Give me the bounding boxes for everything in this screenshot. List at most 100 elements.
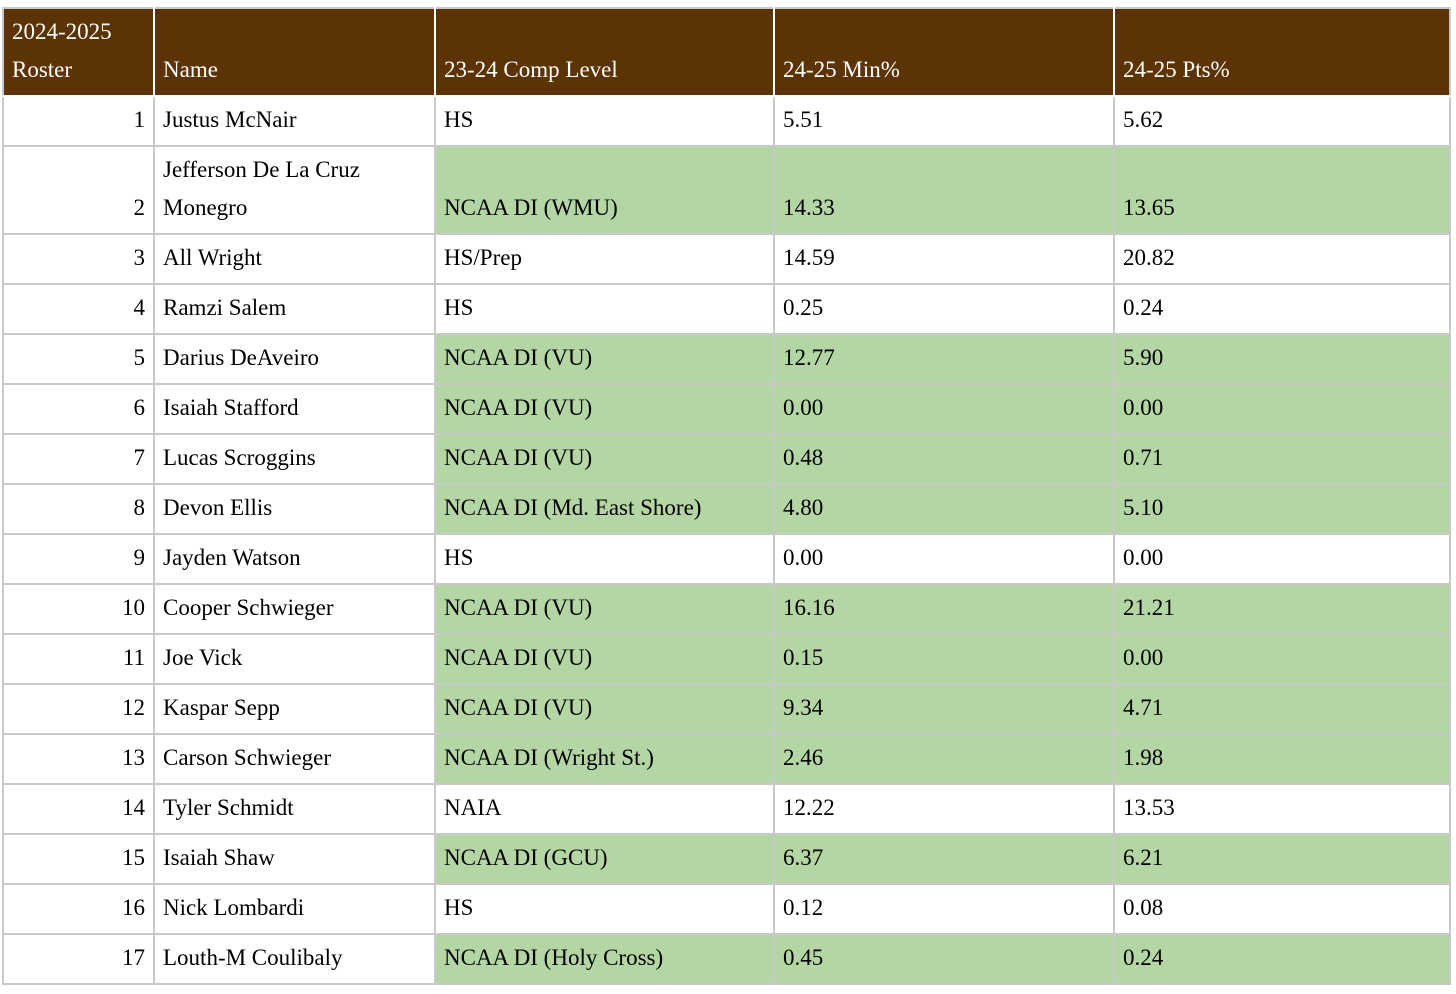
table-row: 10 Cooper Schwieger NCAA DI (VU) 16.16 21.21	[2, 583, 1451, 635]
cell-min-pct: 0.25	[773, 283, 1115, 335]
cell-pts-pct: 0.24	[1113, 933, 1451, 985]
cell-comp-level: HS	[434, 533, 775, 585]
cell-pts-pct: 4.71	[1113, 683, 1451, 735]
cell-name: All Wright	[153, 233, 436, 285]
cell-roster: 13	[2, 733, 155, 785]
cell-pts-pct: 0.71	[1113, 433, 1451, 485]
cell-roster: 8	[2, 483, 155, 535]
cell-name: Ramzi Salem	[153, 283, 436, 335]
cell-comp-level: NCAA DI (VU)	[434, 433, 775, 485]
cell-roster: 4	[2, 283, 155, 335]
cell-name: Jayden Watson	[153, 533, 436, 585]
cell-pts-pct: 0.00	[1113, 533, 1451, 585]
cell-min-pct: 0.00	[773, 533, 1115, 585]
cell-pts-pct: 1.98	[1113, 733, 1451, 785]
cell-name: Lucas Scroggins	[153, 433, 436, 485]
cell-min-pct: 0.12	[773, 883, 1115, 935]
cell-name: Nick Lombardi	[153, 883, 436, 935]
cell-min-pct: 6.37	[773, 833, 1115, 885]
cell-name: Isaiah Stafford	[153, 383, 436, 435]
cell-pts-pct: 13.65	[1113, 145, 1451, 235]
header-pts-pct: 24-25 Pts%	[1113, 7, 1451, 97]
cell-pts-pct: 5.90	[1113, 333, 1451, 385]
cell-roster: 1	[2, 95, 155, 147]
cell-comp-level: NCAA DI (VU)	[434, 583, 775, 635]
cell-roster: 16	[2, 883, 155, 935]
cell-name: Kaspar Sepp	[153, 683, 436, 735]
cell-name: Jefferson De La Cruz Monegro	[153, 145, 436, 235]
cell-comp-level: NCAA DI (VU)	[434, 633, 775, 685]
cell-name: Carson Schwieger	[153, 733, 436, 785]
cell-pts-pct: 5.10	[1113, 483, 1451, 535]
cell-comp-level: HS	[434, 283, 775, 335]
cell-comp-level: HS/Prep	[434, 233, 775, 285]
cell-roster: 12	[2, 683, 155, 735]
table-row: 13 Carson Schwieger NCAA DI (Wright St.) 2.…	[2, 733, 1451, 785]
table-row: 17 Louth-M Coulibaly NCAA DI (Holy Cross) 0…	[2, 933, 1451, 985]
cell-min-pct: 12.77	[773, 333, 1115, 385]
header-roster: 2024-2025 Roster	[2, 7, 155, 97]
cell-roster: 5	[2, 333, 155, 385]
table-row: 14 Tyler Schmidt NAIA 12.22 13.53	[2, 783, 1451, 835]
table-row: 16 Nick Lombardi HS 0.12 0.08	[2, 883, 1451, 935]
roster-table-body: 1 Justus McNair HS 5.51 5.62 2 Jefferson De La…	[2, 95, 1451, 985]
cell-roster: 14	[2, 783, 155, 835]
cell-comp-level: NCAA DI (Md. East Shore)	[434, 483, 775, 535]
table-row: 15 Isaiah Shaw NCAA DI (GCU) 6.37 6.21	[2, 833, 1451, 885]
cell-comp-level: NCAA DI (VU)	[434, 683, 775, 735]
table-row: 6 Isaiah Stafford NCAA DI (VU) 0.00 0.00	[2, 383, 1451, 435]
header-name: Name	[153, 7, 436, 97]
cell-comp-level: HS	[434, 95, 775, 147]
cell-pts-pct: 0.08	[1113, 883, 1451, 935]
cell-comp-level: NCAA DI (Holy Cross)	[434, 933, 775, 985]
cell-min-pct: 0.48	[773, 433, 1115, 485]
cell-roster: 11	[2, 633, 155, 685]
cell-min-pct: 0.00	[773, 383, 1115, 435]
cell-roster: 7	[2, 433, 155, 485]
table-row: 1 Justus McNair HS 5.51 5.62	[2, 95, 1451, 147]
cell-name: Louth-M Coulibaly	[153, 933, 436, 985]
table-row: 2 Jefferson De La Cruz Monegro NCAA DI (WM…	[2, 145, 1451, 235]
table-row: 8 Devon Ellis NCAA DI (Md. East Shore) 4.80…	[2, 483, 1451, 535]
cell-pts-pct: 5.62	[1113, 95, 1451, 147]
cell-min-pct: 9.34	[773, 683, 1115, 735]
cell-pts-pct: 20.82	[1113, 233, 1451, 285]
cell-comp-level: NCAA DI (GCU)	[434, 833, 775, 885]
cell-min-pct: 0.15	[773, 633, 1115, 685]
cell-name: Justus McNair	[153, 95, 436, 147]
header-min-pct: 24-25 Min%	[773, 7, 1115, 97]
cell-pts-pct: 0.00	[1113, 633, 1451, 685]
cell-min-pct: 14.33	[773, 145, 1115, 235]
cell-min-pct: 12.22	[773, 783, 1115, 835]
header-comp-level: 23-24 Comp Level	[434, 7, 775, 97]
cell-roster: 9	[2, 533, 155, 585]
cell-pts-pct: 13.53	[1113, 783, 1451, 835]
cell-name: Darius DeAveiro	[153, 333, 436, 385]
cell-pts-pct: 0.00	[1113, 383, 1451, 435]
cell-comp-level: NAIA	[434, 783, 775, 835]
header-row: 2024-2025 Roster Name 23-24 Comp Level 2…	[2, 7, 1451, 97]
cell-name: Tyler Schmidt	[153, 783, 436, 835]
cell-name: Cooper Schwieger	[153, 583, 436, 635]
cell-name: Isaiah Shaw	[153, 833, 436, 885]
cell-min-pct: 0.45	[773, 933, 1115, 985]
cell-comp-level: NCAA DI (Wright St.)	[434, 733, 775, 785]
cell-name: Devon Ellis	[153, 483, 436, 535]
table-row: 3 All Wright HS/Prep 14.59 20.82	[2, 233, 1451, 285]
cell-roster: 6	[2, 383, 155, 435]
cell-min-pct: 14.59	[773, 233, 1115, 285]
cell-roster: 10	[2, 583, 155, 635]
table-row: 12 Kaspar Sepp NCAA DI (VU) 9.34 4.71	[2, 683, 1451, 735]
cell-roster: 15	[2, 833, 155, 885]
table-row: 11 Joe Vick NCAA DI (VU) 0.15 0.00	[2, 633, 1451, 685]
cell-roster: 17	[2, 933, 155, 985]
cell-min-pct: 4.80	[773, 483, 1115, 535]
cell-name: Joe Vick	[153, 633, 436, 685]
cell-comp-level: HS	[434, 883, 775, 935]
cell-pts-pct: 0.24	[1113, 283, 1451, 335]
cell-pts-pct: 21.21	[1113, 583, 1451, 635]
cell-roster: 2	[2, 145, 155, 235]
cell-comp-level: NCAA DI (VU)	[434, 333, 775, 385]
cell-min-pct: 16.16	[773, 583, 1115, 635]
cell-roster: 3	[2, 233, 155, 285]
